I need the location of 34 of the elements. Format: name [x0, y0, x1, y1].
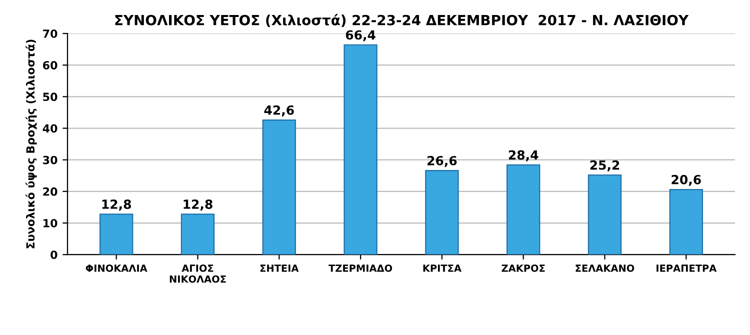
data-label: 25,2	[590, 160, 620, 172]
chart-title: ΣΥΝΟΛΙΚΟΣ ΥΕΤΟΣ (Χιλιοστά) 22-23-24 ΔΕΚΕΜΒΡΙΟΥ 2017 - Ν. ΛΑΣΙΘΙΟΥ	[115, 14, 689, 27]
data-label: 26,6	[428, 156, 457, 167]
y-tick-label: 60	[43, 61, 58, 70]
data-label: 12,8	[102, 200, 131, 211]
bar	[669, 188, 703, 255]
bar	[425, 170, 459, 255]
x-tick-label: ΤΖΕΡΜΙΑΔΟ	[328, 264, 392, 272]
y-tick-label: 10	[44, 218, 58, 228]
x-tick-label: ΙΕΡΑΠΕΤΡΑ	[656, 264, 717, 272]
y-tick-label: 0	[50, 250, 58, 259]
data-label: 28,4	[508, 150, 538, 162]
y-tick-label: 70	[43, 29, 58, 38]
y-tick-label: 40	[42, 124, 58, 133]
x-tick-label: ΚΡΙΤΣΑ	[423, 264, 462, 272]
bar	[180, 214, 215, 255]
y-axis-title: Συνολικό ύψος Βροχής (Χιλιοστά)	[26, 40, 37, 248]
x-tick-label: ΦΙΝΟΚΑΛΙΑ	[86, 264, 148, 272]
x-tick-label: ΑΓΙΟΣ ΝΙΚΟΛΑΟΣ	[170, 264, 226, 283]
x-tick-label: ΣΕΛΑΚΑΝΟ	[576, 264, 634, 272]
bar	[100, 214, 134, 255]
x-tick-label: ΖΑΚΡΟΣ	[502, 264, 545, 272]
bar	[262, 119, 296, 255]
y-tick-label: 50	[43, 92, 58, 102]
bar	[506, 164, 540, 255]
y-tick-label: 20	[43, 187, 58, 196]
data-label: 66,4	[346, 30, 376, 42]
data-label: 42,6	[264, 105, 294, 116]
data-label: 20,6	[672, 174, 701, 186]
bar	[344, 44, 378, 255]
data-label: 12,8	[184, 200, 212, 211]
y-tick-label: 30	[43, 156, 58, 164]
x-tick-label: ΣΗΤΕΙΑ	[260, 264, 299, 272]
bar	[588, 174, 622, 255]
